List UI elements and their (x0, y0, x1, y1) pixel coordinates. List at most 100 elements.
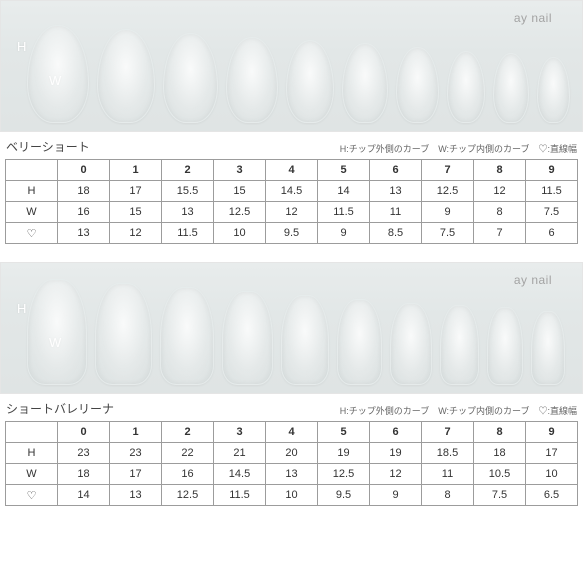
nail-tip-9 (537, 57, 570, 123)
table-header-1: 1 (110, 160, 162, 181)
row-label: W (6, 464, 58, 485)
table-cell: 21 (214, 443, 266, 464)
table-cell: 16 (58, 202, 110, 223)
table-cell: 17 (526, 443, 578, 464)
table-header-7: 7 (422, 160, 474, 181)
table-header-2: 2 (162, 422, 214, 443)
table-cell: 9 (318, 223, 370, 244)
table-cell: 12 (370, 464, 422, 485)
nail-tip-7 (440, 305, 479, 385)
table-cell: 12.5 (422, 181, 474, 202)
table-header-4: 4 (266, 160, 318, 181)
caption-row-1: ショートバレリーナH:チップ外側のカーブ W:チップ内側のカーブ ♡:直線幅 (0, 398, 583, 421)
nail-tip-8 (487, 307, 523, 385)
nail-strip-0: ay nailHW (0, 0, 583, 132)
nail-tip-5 (342, 43, 388, 123)
table-cell: 18 (474, 443, 526, 464)
nail-tip-1 (95, 283, 152, 385)
table-header-4: 4 (266, 422, 318, 443)
nail-tip-4 (286, 40, 335, 123)
nail-row (27, 277, 570, 385)
table-cell: 18 (58, 181, 110, 202)
table-cell: 9 (422, 202, 474, 223)
table-header-5: 5 (318, 160, 370, 181)
table-cell: 18.5 (422, 443, 474, 464)
table-cell: 14.5 (266, 181, 318, 202)
nail-tip-3 (226, 37, 278, 123)
table-cell: 12.5 (162, 485, 214, 506)
table-cell: 8.5 (370, 223, 422, 244)
table-cell: 15 (214, 181, 266, 202)
table-header-8: 8 (474, 160, 526, 181)
table-cell: 6 (526, 223, 578, 244)
table-cell: 11.5 (162, 223, 214, 244)
nail-tip-9 (531, 311, 565, 385)
table-cell: 13 (370, 181, 422, 202)
table-cell: 11.5 (318, 202, 370, 223)
table-cell: 15.5 (162, 181, 214, 202)
nail-tip-5 (337, 299, 382, 385)
table-cell: 6.5 (526, 485, 578, 506)
table-cell: 12.5 (318, 464, 370, 485)
table-cell: 12 (110, 223, 162, 244)
table-cell: 10 (266, 485, 318, 506)
nail-tip-8 (493, 53, 529, 123)
table-cell: 17 (110, 181, 162, 202)
nail-tip-1 (97, 29, 156, 123)
table-row: ♡141312.511.5109.5987.56.5 (6, 485, 578, 506)
table-header-3: 3 (214, 160, 266, 181)
legend-text: H:チップ外側のカーブ W:チップ内側のカーブ ♡:直線幅 (340, 404, 577, 417)
nail-tip-7 (447, 51, 486, 123)
row-label: ♡ (6, 223, 58, 244)
nail-tip-0 (27, 279, 87, 385)
table-cell: 10 (526, 464, 578, 485)
table-cell: 9 (370, 485, 422, 506)
table-header-1: 1 (110, 422, 162, 443)
table-cell: 11.5 (214, 485, 266, 506)
table-cell: 7 (474, 223, 526, 244)
table-header-2: 2 (162, 160, 214, 181)
nail-tip-2 (163, 33, 218, 123)
nail-tip-3 (222, 291, 273, 385)
nail-tip-6 (396, 47, 439, 123)
row-label: ♡ (6, 485, 58, 506)
table-cell: 11 (422, 464, 474, 485)
table-cell: 22 (162, 443, 214, 464)
table-cell: 12.5 (214, 202, 266, 223)
table-header-7: 7 (422, 422, 474, 443)
size-table-0: 0123456789H181715.51514.5141312.51211.5W… (5, 159, 578, 244)
nail-tip-2 (160, 287, 214, 385)
table-cell: 23 (58, 443, 110, 464)
table-header-6: 6 (370, 160, 422, 181)
table-row: ♡131211.5109.598.57.576 (6, 223, 578, 244)
table-cell: 12 (474, 181, 526, 202)
nail-strip-1: ay nailHW (0, 262, 583, 394)
table-cell: 8 (422, 485, 474, 506)
table-cell: 19 (370, 443, 422, 464)
table-cell: 7.5 (526, 202, 578, 223)
table-cell: 14.5 (214, 464, 266, 485)
table-row: H181715.51514.5141312.51211.5 (6, 181, 578, 202)
table-header-0: 0 (58, 160, 110, 181)
table-cell: 13 (266, 464, 318, 485)
table-header-5: 5 (318, 422, 370, 443)
nail-tip-6 (390, 303, 432, 385)
table-cell: 7.5 (474, 485, 526, 506)
caption-row-0: ベリーショート H:チップ外側のカーブ W:チップ内側のカーブ ♡:直線幅 (0, 136, 583, 159)
table-cell: 11 (370, 202, 422, 223)
table-header-9: 9 (526, 160, 578, 181)
table-cell: 8 (474, 202, 526, 223)
table-cell: 7.5 (422, 223, 474, 244)
nail-tip-4 (281, 295, 329, 385)
table-header-6: 6 (370, 422, 422, 443)
table-cell: 15 (110, 202, 162, 223)
table-cell: 16 (162, 464, 214, 485)
legend-text: H:チップ外側のカーブ W:チップ内側のカーブ ♡:直線幅 (340, 142, 577, 155)
row-label: H (6, 443, 58, 464)
size-title: ベリーショート (6, 138, 90, 155)
table-cell: 18 (58, 464, 110, 485)
table-cell: 13 (110, 485, 162, 506)
nail-tip-0 (27, 25, 89, 123)
table-cell: 9.5 (318, 485, 370, 506)
table-cell: 13 (58, 223, 110, 244)
